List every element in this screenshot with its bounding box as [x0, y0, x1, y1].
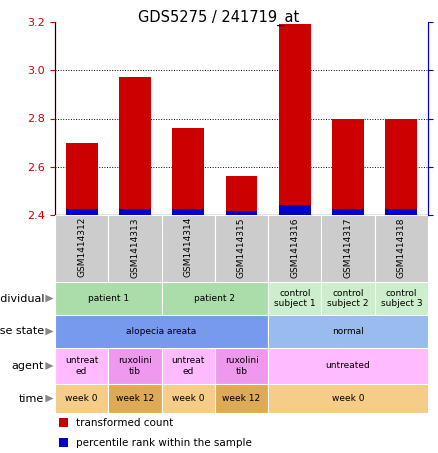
Bar — [375, 282, 428, 315]
Text: transformed count: transformed count — [75, 418, 173, 428]
Text: time: time — [19, 394, 44, 404]
Bar — [59, 418, 68, 427]
Bar — [55, 384, 108, 413]
Bar — [226, 211, 258, 215]
Text: percentile rank within the sample: percentile rank within the sample — [75, 438, 251, 448]
Text: untreated: untreated — [326, 361, 371, 371]
Text: disease state: disease state — [0, 327, 44, 337]
Bar — [55, 348, 108, 384]
Bar — [279, 205, 311, 215]
Text: ruxolini
tib: ruxolini tib — [118, 357, 152, 376]
Bar — [162, 348, 215, 384]
Text: GSM1414313: GSM1414313 — [131, 217, 139, 278]
Bar — [268, 315, 428, 348]
Bar — [268, 384, 428, 413]
Bar — [172, 128, 204, 215]
Text: GSM1414318: GSM1414318 — [397, 217, 406, 278]
Bar — [215, 215, 268, 282]
Bar — [268, 348, 428, 384]
Text: individual: individual — [0, 294, 44, 304]
Bar — [375, 215, 428, 282]
Bar — [66, 143, 98, 215]
Polygon shape — [46, 395, 53, 402]
Bar — [268, 215, 321, 282]
Text: untreat
ed: untreat ed — [65, 357, 98, 376]
Bar — [59, 438, 68, 447]
Bar — [321, 282, 375, 315]
Bar — [385, 119, 417, 215]
Text: GSM1414316: GSM1414316 — [290, 217, 299, 278]
Polygon shape — [46, 295, 53, 302]
Bar — [162, 215, 215, 282]
Bar — [332, 119, 364, 215]
Polygon shape — [46, 328, 53, 335]
Bar — [332, 209, 364, 215]
Text: week 0: week 0 — [172, 394, 205, 403]
Text: GDS5275 / 241719_at: GDS5275 / 241719_at — [138, 10, 300, 26]
Bar — [172, 209, 204, 215]
Bar — [226, 176, 258, 215]
Text: GSM1414315: GSM1414315 — [237, 217, 246, 278]
Bar — [66, 209, 98, 215]
Bar — [385, 209, 417, 215]
Text: GSM1414314: GSM1414314 — [184, 217, 193, 277]
Bar — [268, 282, 321, 315]
Text: week 0: week 0 — [332, 394, 364, 403]
Text: alopecia areata: alopecia areata — [127, 327, 197, 336]
Bar — [215, 348, 268, 384]
Bar — [321, 215, 375, 282]
Text: week 0: week 0 — [65, 394, 98, 403]
Bar — [215, 384, 268, 413]
Bar — [55, 215, 108, 282]
Bar — [55, 282, 162, 315]
Text: GSM1414312: GSM1414312 — [77, 217, 86, 277]
Polygon shape — [46, 362, 53, 370]
Text: control
subject 3: control subject 3 — [381, 289, 422, 308]
Text: patient 2: patient 2 — [194, 294, 235, 303]
Text: control
subject 1: control subject 1 — [274, 289, 316, 308]
Bar — [119, 77, 151, 215]
Bar — [162, 384, 215, 413]
Text: GSM1414317: GSM1414317 — [343, 217, 353, 278]
Bar — [55, 315, 268, 348]
Text: week 12: week 12 — [116, 394, 154, 403]
Bar — [108, 384, 162, 413]
Bar — [119, 209, 151, 215]
Text: untreat
ed: untreat ed — [172, 357, 205, 376]
Bar — [108, 348, 162, 384]
Text: normal: normal — [332, 327, 364, 336]
Text: week 12: week 12 — [223, 394, 261, 403]
Bar — [162, 282, 268, 315]
Text: agent: agent — [12, 361, 44, 371]
Text: ruxolini
tib: ruxolini tib — [225, 357, 258, 376]
Text: control
subject 2: control subject 2 — [327, 289, 369, 308]
Bar — [279, 24, 311, 215]
Text: patient 1: patient 1 — [88, 294, 129, 303]
Bar — [108, 215, 162, 282]
